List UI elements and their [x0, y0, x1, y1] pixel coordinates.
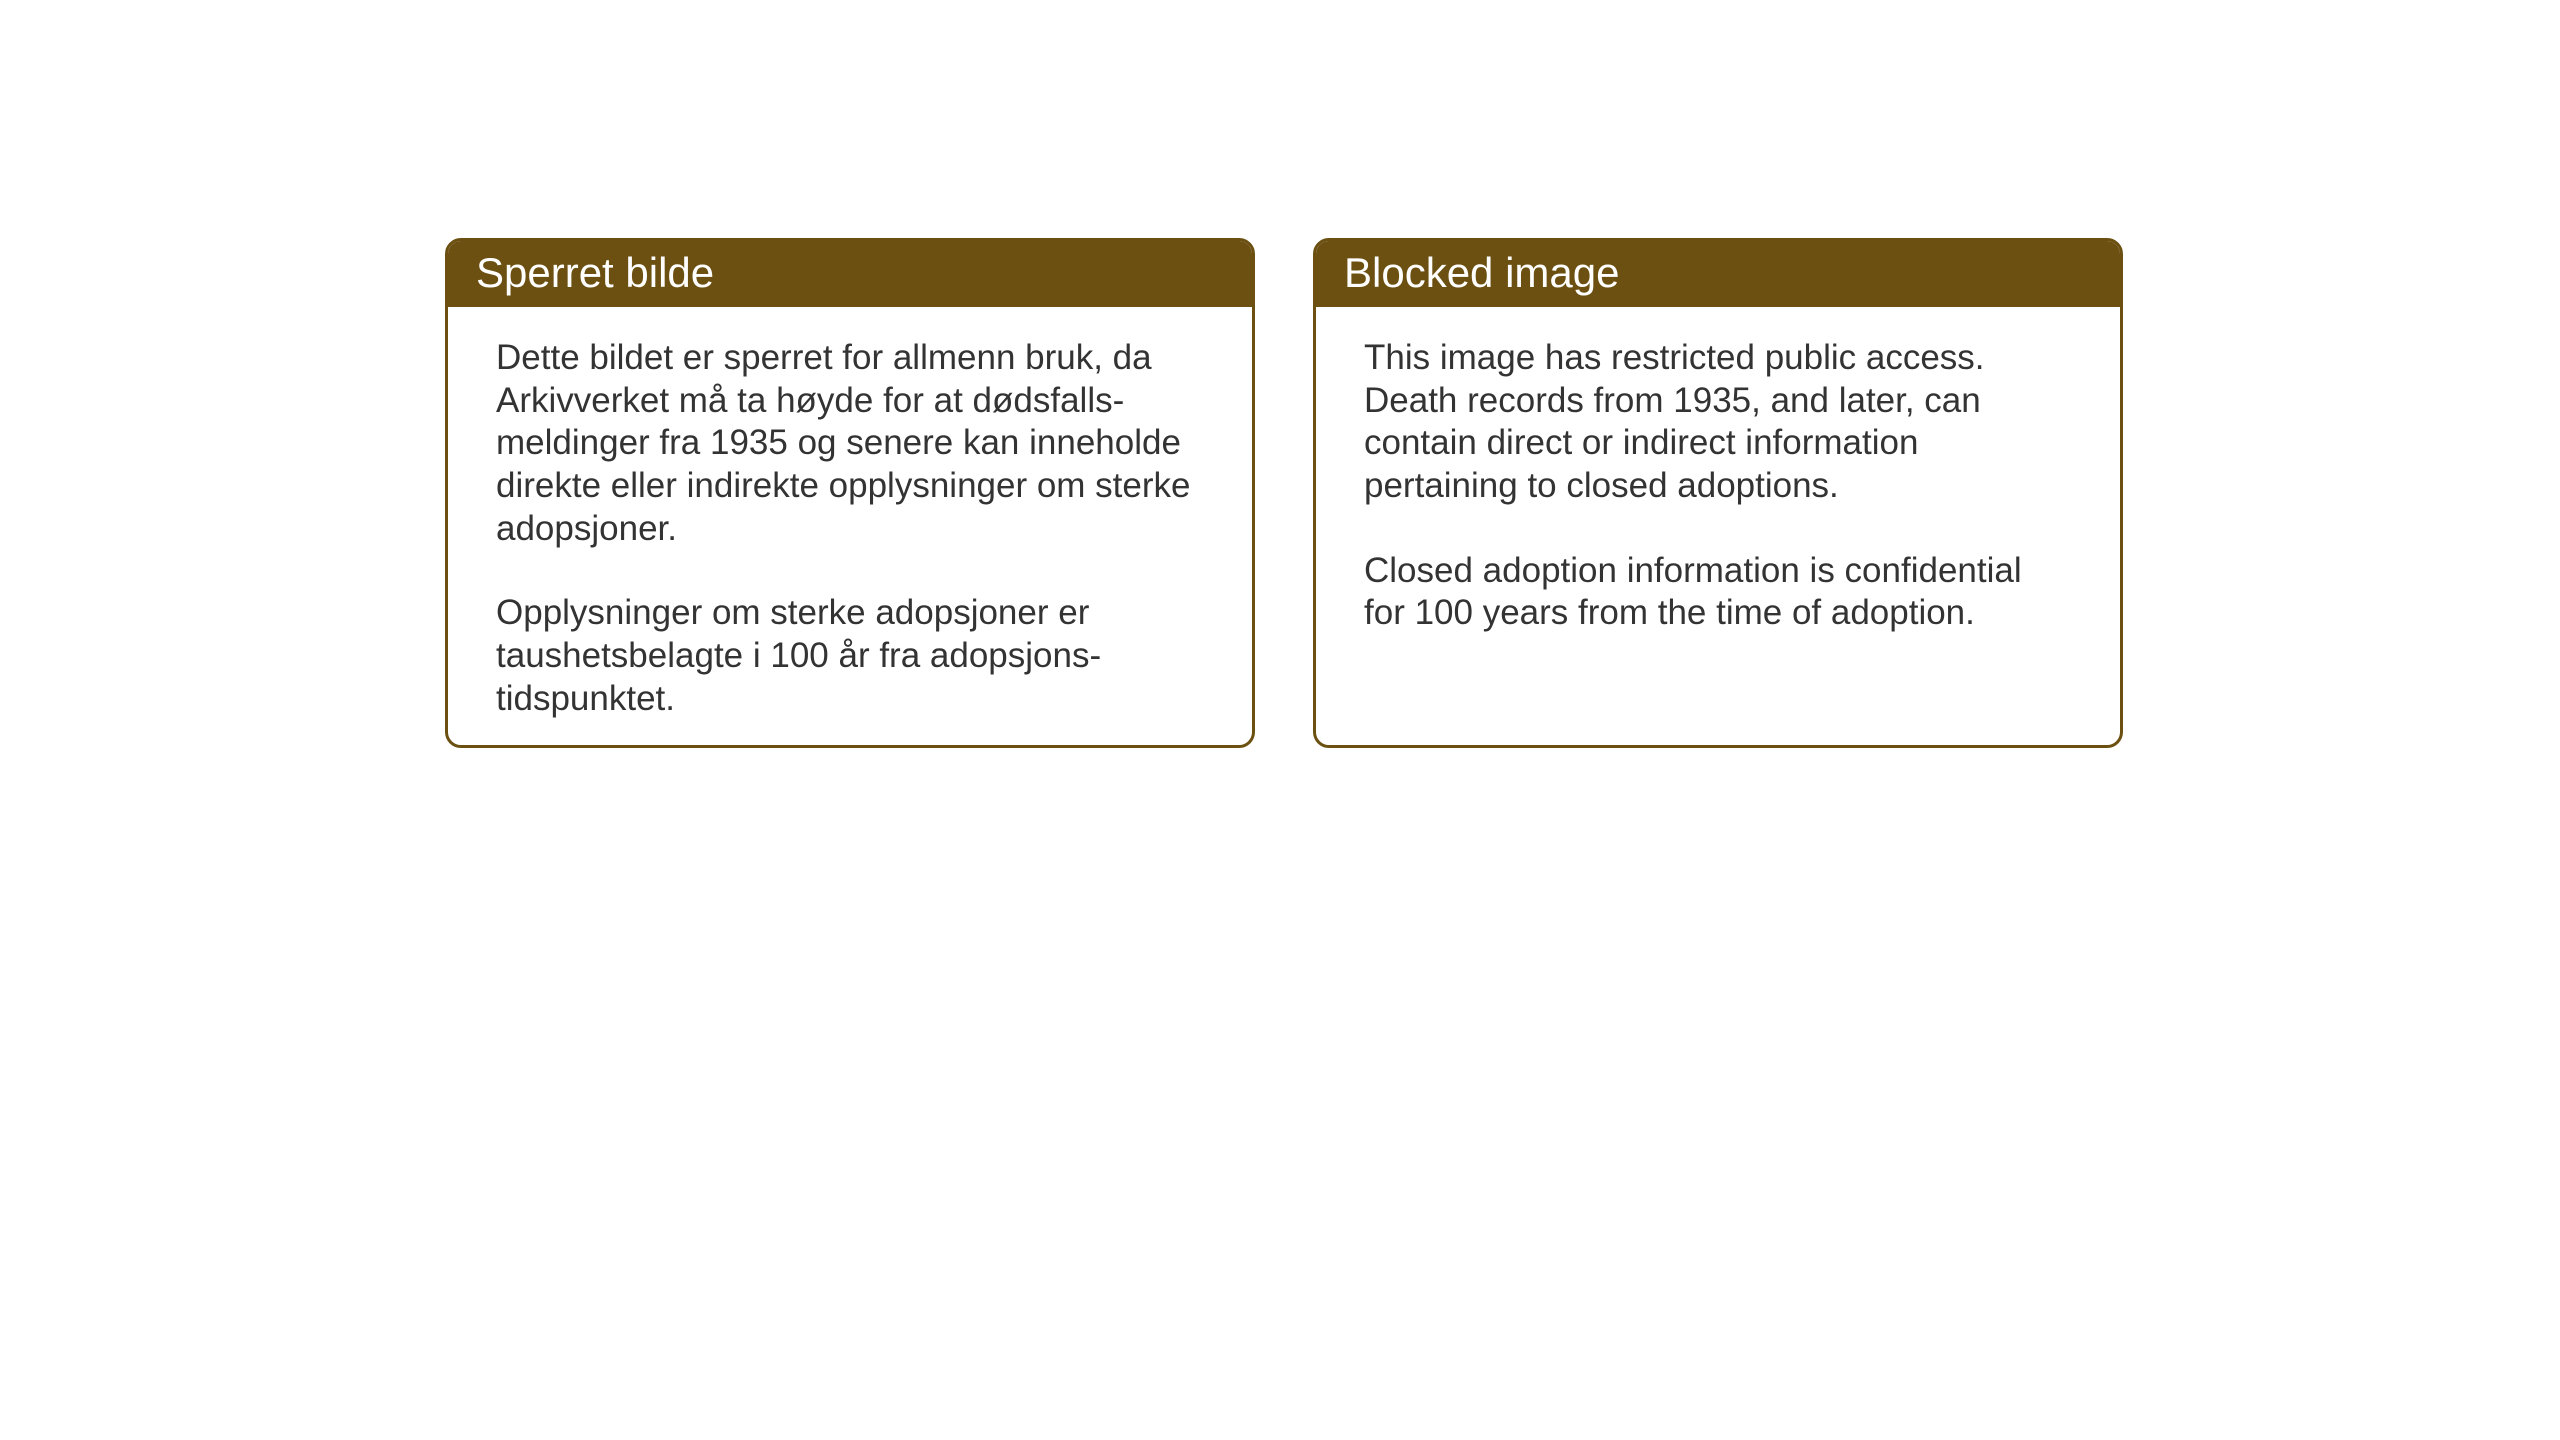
notice-paragraph-2-english: Closed adoption information is confident… — [1364, 550, 2072, 635]
notice-paragraph-2-norwegian: Opplysninger om sterke adopsjoner er tau… — [496, 592, 1204, 720]
notice-card-english: Blocked image This image has restricted … — [1313, 238, 2123, 748]
notice-card-norwegian: Sperret bilde Dette bildet er sperret fo… — [445, 238, 1255, 748]
notice-header-english: Blocked image — [1316, 241, 2120, 307]
notice-paragraph-1-norwegian: Dette bildet er sperret for allmenn bruk… — [496, 337, 1204, 550]
notice-body-norwegian: Dette bildet er sperret for allmenn bruk… — [448, 307, 1252, 748]
notice-container: Sperret bilde Dette bildet er sperret fo… — [445, 238, 2123, 748]
notice-body-english: This image has restricted public access.… — [1316, 307, 2120, 675]
notice-paragraph-1-english: This image has restricted public access.… — [1364, 337, 2072, 508]
notice-header-norwegian: Sperret bilde — [448, 241, 1252, 307]
